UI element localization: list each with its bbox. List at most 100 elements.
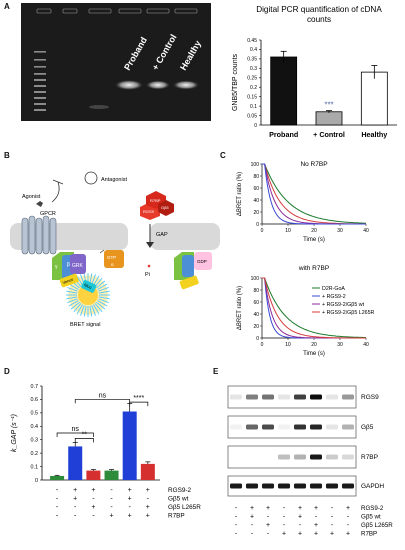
condition-mark: - <box>235 505 238 512</box>
x-tick-label: 0 <box>261 228 264 234</box>
bret-ray <box>91 305 96 316</box>
kgap-bar-chart: 00.10.20.30.40.50.60.7k_GAP (s⁻¹) ns**ns *… <box>11 384 201 520</box>
condition-mark: + <box>314 522 318 529</box>
condition-mark: - <box>92 513 95 520</box>
condition-mark: + <box>298 531 302 538</box>
condition-mark: + <box>109 513 113 520</box>
legend-label: + RGS9-2/Gβ5 L265R <box>322 310 375 316</box>
grk-protein <box>70 254 86 274</box>
condition-mark: + <box>128 513 132 520</box>
series-line <box>262 277 366 338</box>
category-label: Proband <box>269 130 298 139</box>
condition-mark: - <box>110 487 113 494</box>
y-tick-label: 0.4 <box>31 424 39 430</box>
gpcr-label: GPCR <box>40 211 56 217</box>
blot-band <box>278 424 290 430</box>
y-tick-label: 0.5 <box>31 411 39 417</box>
x-axis-label: Time (s) <box>303 351 325 357</box>
venus-tag-right <box>179 275 199 290</box>
bret-ray <box>83 305 87 317</box>
blot-band <box>246 394 258 400</box>
condition-mark: + <box>128 496 132 503</box>
condition-mark: - <box>110 496 113 503</box>
g-alpha-label: α <box>111 262 114 267</box>
series-line <box>262 277 366 339</box>
condition-label: Gβ5 wt <box>361 514 381 521</box>
bar <box>86 470 101 480</box>
bret-ray <box>98 290 110 294</box>
blot-band <box>342 483 354 489</box>
significance-bracket <box>56 432 94 437</box>
condition-mark: + <box>314 531 318 538</box>
chart-title: with R7BP <box>298 265 329 272</box>
venus-label: Venus <box>62 277 74 286</box>
g-alpha-gtp <box>104 250 124 268</box>
blot-band <box>278 483 290 489</box>
y-tick-label: 0.1 <box>250 104 257 110</box>
y-tick-label: 20 <box>253 324 259 330</box>
condition-mark: + <box>146 513 150 520</box>
bret-ray <box>98 298 109 303</box>
condition-mark: + <box>91 487 95 494</box>
condition-mark: - <box>147 496 150 503</box>
condition-label: R7BP <box>361 531 377 538</box>
bret-ray <box>96 301 106 310</box>
legend-label: D2R-GoA <box>322 286 345 292</box>
bret-trace-no-r7bp: 0 20 40 60 80 100 0 10 20 30 40 Time (s) ΔBRET ratio… <box>237 161 369 243</box>
trace-plot-group: 0 20 40 60 80 100 0 10 20 30 40 Time (s) ΔBRET ratio… <box>237 276 375 357</box>
blot-band <box>310 424 322 430</box>
nluc-label: Nluc <box>83 282 92 290</box>
blot-band <box>342 394 354 400</box>
condition-mark: + <box>298 514 302 521</box>
condition-mark: - <box>283 514 286 521</box>
bret-ray <box>96 280 106 289</box>
bar <box>270 56 298 126</box>
r7bp-label: R7BP <box>150 198 161 203</box>
y-axis-label: k_GAP (s⁻¹) <box>11 414 18 452</box>
blot-band <box>262 424 274 430</box>
blot-band <box>310 454 322 460</box>
condition-mark: + <box>146 487 150 494</box>
panel-letter-e: E <box>213 367 219 376</box>
condition-mark: + <box>73 496 77 503</box>
chart-title: No R7BP <box>300 161 327 168</box>
bar <box>104 470 119 480</box>
y-tick-label: 100 <box>251 162 260 168</box>
bret-ray <box>76 304 83 315</box>
bret-ray <box>67 298 78 303</box>
bret-trace-with-r7bp: 0 20 40 60 80 100 0 10 20 30 40 Time (s) ΔBRET ratio… <box>237 265 375 357</box>
bar <box>68 446 83 480</box>
bret-signal-burst <box>66 273 110 317</box>
g-beta-subunit-right <box>182 255 194 277</box>
condition-mark: - <box>129 504 132 511</box>
bret-ray <box>76 275 83 286</box>
gap-label: GAP <box>156 232 168 238</box>
blot-band <box>326 454 338 460</box>
condition-mark: - <box>299 522 302 529</box>
chart-title: counts <box>307 15 331 24</box>
bret-ray <box>98 287 109 292</box>
condition-mark: + <box>346 505 350 512</box>
antagonist-icon <box>84 171 98 185</box>
condition-mark: + <box>330 531 334 538</box>
significance-label: ns <box>99 392 107 399</box>
blot-band <box>342 454 354 460</box>
category-label: + Control <box>313 130 345 139</box>
gb5-label: Gβ5 <box>161 205 169 210</box>
blot-band <box>294 424 306 430</box>
bret-ray <box>94 303 103 313</box>
y-tick-label: 40 <box>253 312 259 318</box>
bret-ray <box>67 287 78 292</box>
y-tick-label: 0.3 <box>31 438 39 444</box>
y-tick-label: 0.3 <box>250 66 257 72</box>
condition-mark: - <box>235 531 238 538</box>
condition-mark: - <box>283 522 286 529</box>
bret-ray <box>89 305 93 317</box>
y-tick-label: 60 <box>253 186 259 192</box>
y-tick-label: 0 <box>35 478 38 484</box>
condition-mark: + <box>73 487 77 494</box>
bret-ray <box>73 303 82 313</box>
blot-band <box>262 483 274 489</box>
condition-mark: - <box>56 513 59 520</box>
series-line <box>262 163 366 225</box>
